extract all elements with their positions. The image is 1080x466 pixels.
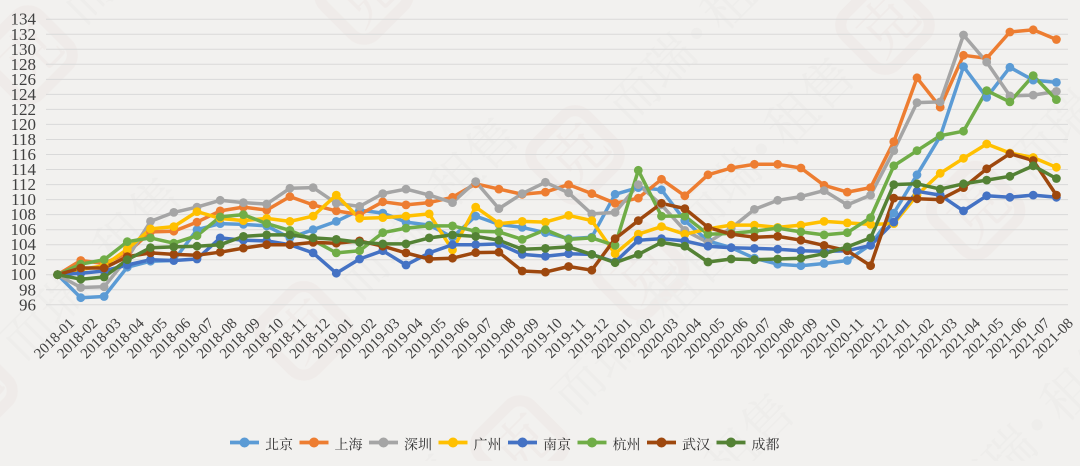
svg-text:106: 106 [11, 220, 37, 239]
svg-text:126: 126 [11, 70, 37, 89]
svg-text:110: 110 [11, 190, 36, 209]
svg-text:100: 100 [11, 265, 37, 284]
svg-text:116: 116 [11, 145, 36, 164]
svg-text:108: 108 [11, 205, 37, 224]
svg-text:130: 130 [11, 40, 37, 59]
svg-text:98: 98 [19, 280, 36, 299]
svg-text:124: 124 [11, 85, 37, 104]
svg-text:118: 118 [11, 130, 36, 149]
svg-text:132: 132 [11, 25, 37, 44]
svg-text:122: 122 [11, 100, 37, 119]
svg-text:112: 112 [11, 175, 36, 194]
svg-text:134: 134 [11, 10, 37, 29]
svg-text:102: 102 [11, 250, 37, 269]
svg-text:104: 104 [11, 235, 37, 254]
svg-text:128: 128 [11, 55, 37, 74]
svg-text:114: 114 [11, 160, 36, 179]
svg-text:96: 96 [19, 295, 36, 314]
svg-text:120: 120 [11, 115, 37, 134]
